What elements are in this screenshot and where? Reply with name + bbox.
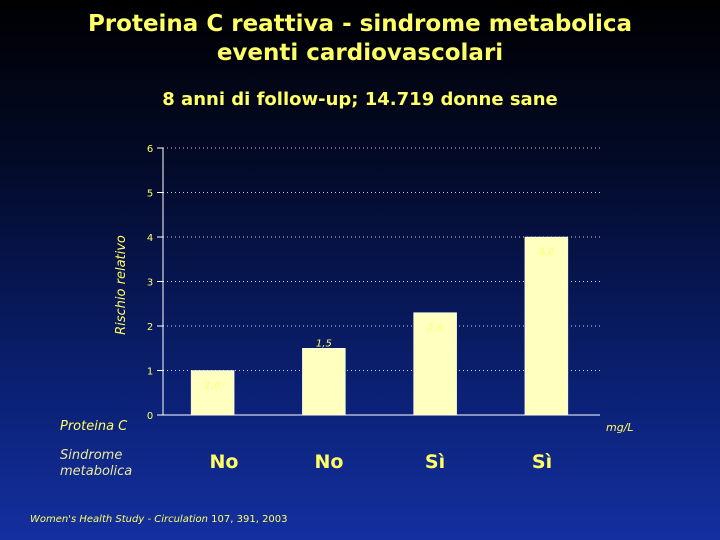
- y-axis-label: Rischio relativo: [114, 235, 129, 335]
- bar-value-label-1: 1,0: [205, 381, 221, 392]
- footnote-citation: 107, 391, 2003: [208, 514, 288, 525]
- y-tick-label-3: 3: [147, 278, 153, 289]
- bar-value-label-2: 1,5: [316, 338, 332, 349]
- y-tick-label-2: 2: [147, 322, 153, 333]
- slide-title-line1: Proteina C reattiva - sindrome metabolic…: [87, 11, 633, 37]
- bar-1: [190, 370, 235, 416]
- y-tick-label-1: 1: [147, 367, 153, 378]
- row-label-metabolic-syndrome: Sindrome metabolica: [60, 448, 133, 479]
- metabolic-syndrome-value-1: No: [209, 451, 239, 473]
- bar-2: [302, 348, 346, 416]
- footnote-study: Women's Health Study - Circulation: [30, 514, 208, 525]
- y-tick-label-0: 0: [147, 411, 153, 422]
- y-tick-label-4: 4: [147, 233, 153, 244]
- metabolic-syndrome-value-3: Sì: [424, 451, 446, 473]
- chart-subtitle: 8 anni di follow-up; 14.719 donne sane: [162, 89, 558, 110]
- metabolic-syndrome-value-2: No: [314, 451, 344, 473]
- row-label-crp: Proteina C: [60, 419, 128, 434]
- bar-4: [524, 236, 569, 416]
- bar-value-label-4: 4,0: [538, 247, 554, 258]
- slide-title-line2: eventi cardiovascolari: [216, 40, 504, 66]
- bar-3: [413, 312, 457, 416]
- footnote: Women's Health Study - Circulation 107, …: [30, 514, 288, 525]
- bar-value-label-3: 2,3: [427, 323, 443, 334]
- unit-label: mg/L: [606, 421, 634, 434]
- y-tick-label-5: 5: [147, 189, 153, 200]
- metabolic-syndrome-value-4: Sì: [531, 451, 553, 473]
- y-tick-label-6: 6: [147, 144, 153, 155]
